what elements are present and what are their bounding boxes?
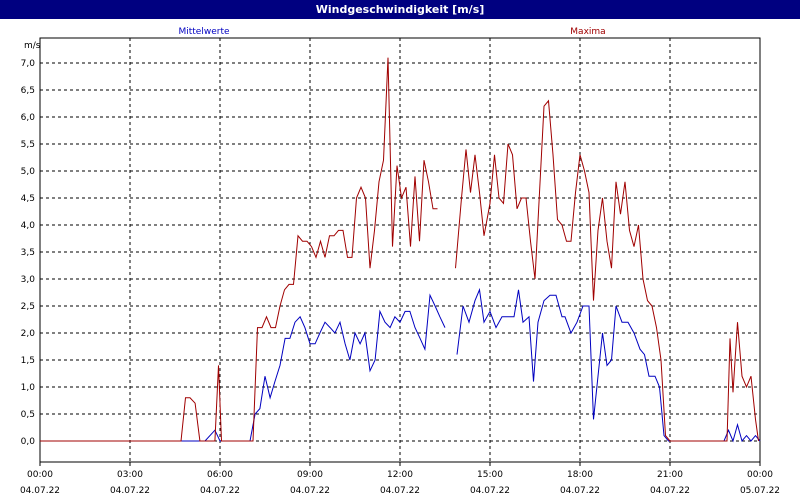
legend-mittelwerte: Mittelwerte <box>178 27 229 37</box>
y-axis-unit-label: m/s <box>24 41 41 51</box>
x-tick-date-label: 04.07.22 <box>290 486 330 496</box>
x-tick-date-label: 05.07.22 <box>740 486 780 496</box>
legend: Mittelwerte Maxima <box>178 27 605 37</box>
x-tick-date-label: 04.07.22 <box>380 486 420 496</box>
y-tick-label: 0,5 <box>21 410 35 420</box>
series-line-maxima <box>40 57 438 442</box>
y-tick-label: 6,0 <box>21 113 36 123</box>
series-line-maxima <box>455 99 759 442</box>
y-tick-label: 2,5 <box>21 302 35 312</box>
y-tick-label: 1,0 <box>21 383 36 393</box>
x-tick-date-label: 04.07.22 <box>20 486 60 496</box>
x-tick-date-label: 04.07.22 <box>110 486 150 496</box>
y-tick-label: 5,5 <box>21 140 35 150</box>
y-tick-label: 6,5 <box>21 86 35 96</box>
x-tick-time-label: 00:00 <box>747 470 773 480</box>
y-tick-label: 7,0 <box>21 59 36 69</box>
y-tick-label: 4,5 <box>21 194 35 204</box>
x-tick-time-label: 15:00 <box>477 470 503 480</box>
y-tick-label: 1,5 <box>21 356 35 366</box>
window-title: Windgeschwindigkeit [m/s] <box>0 0 800 19</box>
x-tick-time-label: 03:00 <box>117 470 143 480</box>
x-tick-date-label: 04.07.22 <box>470 486 510 496</box>
x-axis: 00:00 04.07.22 03:00 04.07.22 06:00 04.07.22 0… <box>20 462 780 496</box>
y-tick-label: 3,5 <box>21 248 35 258</box>
x-tick-time-label: 18:00 <box>567 470 593 480</box>
y-tick-label: 4,0 <box>21 221 36 231</box>
x-tick-time-label: 06:00 <box>207 470 233 480</box>
x-tick-time-label: 09:00 <box>297 470 323 480</box>
x-tick-time-label: 21:00 <box>657 470 683 480</box>
x-tick-date-label: 04.07.22 <box>560 486 600 496</box>
series-line-mittelwerte <box>40 293 446 442</box>
x-tick-date-label: 04.07.22 <box>200 486 240 496</box>
y-axis: m/s 0,0 0,5 1,0 1,5 2,0 2,5 3,0 3,5 4,0 4,5 5,0 5,5… <box>21 41 41 447</box>
x-tick-time-label: 00:00 <box>27 470 53 480</box>
legend-maxima: Maxima <box>570 27 605 37</box>
y-tick-label: 5,0 <box>21 167 36 177</box>
series-line-mittelwerte <box>456 287 761 443</box>
series-layer <box>40 57 761 443</box>
y-tick-label: 0,0 <box>21 437 36 447</box>
y-tick-label: 2,0 <box>21 329 36 339</box>
chart-grid <box>40 38 760 462</box>
y-tick-label: 3,0 <box>21 275 36 285</box>
x-tick-time-label: 12:00 <box>387 470 413 480</box>
x-tick-date-label: 04.07.22 <box>650 486 690 496</box>
